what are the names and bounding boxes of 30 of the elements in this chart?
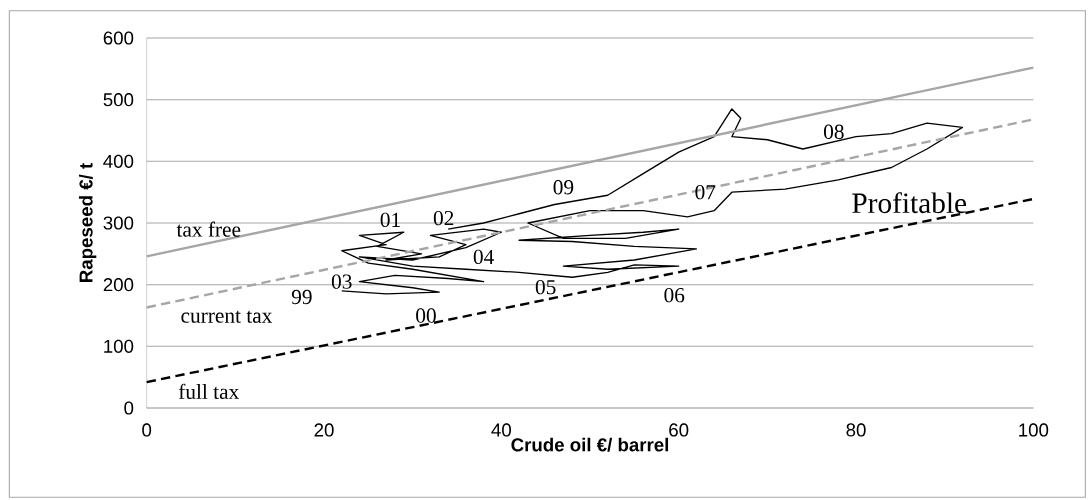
y-tick-label: 0 xyxy=(124,401,134,415)
annotation: 02 xyxy=(433,210,454,226)
x-axis-title: Crude oil €/ barrel xyxy=(511,437,669,452)
annotation: 07 xyxy=(695,184,716,200)
annotation: Profitable xyxy=(852,192,967,214)
y-tick-label: 400 xyxy=(103,154,134,168)
y-axis-title: Rapeseed €/ t xyxy=(78,163,97,282)
x-tick-label: 20 xyxy=(314,423,334,437)
y-tick-label: 300 xyxy=(103,216,134,230)
y-tick-label: 200 xyxy=(103,278,134,292)
x-tick-label: 100 xyxy=(1019,423,1049,437)
annotation: 09 xyxy=(553,180,574,195)
annotation: tax free xyxy=(176,221,241,237)
annotation: 03 xyxy=(331,274,352,289)
annotation: 00 xyxy=(416,308,436,323)
y-tick-label: 100 xyxy=(104,339,134,353)
annotation: 04 xyxy=(473,249,494,265)
y-tick-label: 600 xyxy=(103,31,134,45)
annotation: 99 xyxy=(291,289,312,305)
annotation: 01 xyxy=(380,212,400,228)
annotation: 05 xyxy=(535,279,556,295)
x-tick-label: 40 xyxy=(491,423,511,437)
x-tick-label: 80 xyxy=(846,423,866,437)
annotation: current tax xyxy=(181,310,273,323)
y-tick-label: 500 xyxy=(103,93,134,107)
annotation: full tax xyxy=(178,383,239,399)
annotation: 06 xyxy=(664,287,685,303)
annotation: 08 xyxy=(823,124,844,139)
x-tick-label: 0 xyxy=(142,423,152,437)
x-tick-label: 60 xyxy=(669,423,689,437)
